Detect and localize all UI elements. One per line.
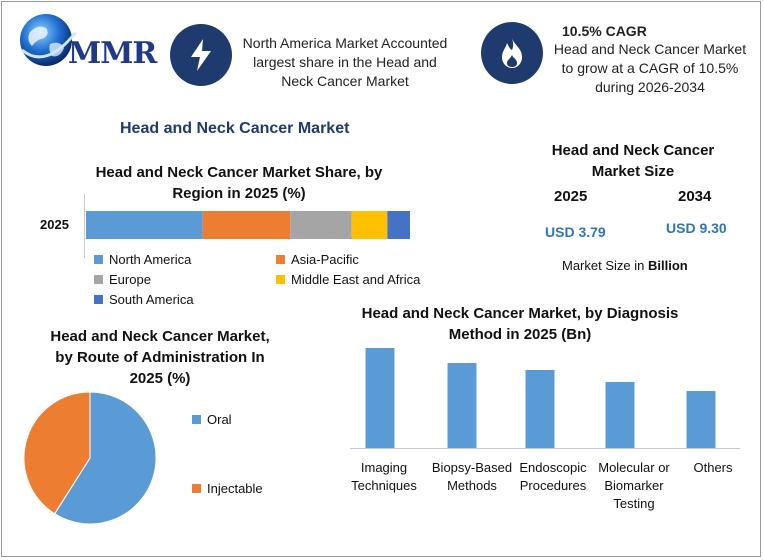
logo-text: MMR [68, 36, 157, 71]
region-category-label: 2025 [40, 217, 69, 232]
legend-label: South America [109, 292, 194, 307]
market-size-note: Market Size in Billion [562, 258, 688, 273]
region-bar-segment-3 [351, 211, 388, 239]
legend-north-america: North America [94, 252, 191, 267]
market-size-value-1: USD 3.79 [545, 224, 606, 240]
legend-injectable: Injectable [192, 481, 263, 496]
x-label-biopsy: Biopsy-Based Methods [431, 460, 513, 493]
legend-middle-east-africa: Middle East and Africa [276, 272, 420, 287]
route-chart-title: Head and Neck Cancer Market, by Route of… [50, 328, 270, 387]
market-size-year-2: 2034 [678, 188, 712, 205]
x-label-others: Others [693, 460, 733, 475]
diagnosis-bar-0 [365, 348, 395, 448]
legend-south-america: South America [94, 292, 194, 307]
legend-swatch [276, 255, 285, 264]
diagnosis-bar-1 [447, 363, 477, 448]
x-label-molecular: Molecular or Biomarker Testing [598, 460, 670, 511]
pie-slice-1 [23, 391, 91, 515]
region-axis-line [84, 194, 85, 258]
lightning-icon [170, 24, 232, 86]
legend-europe: Europe [94, 272, 151, 287]
region-stacked-bar [86, 211, 410, 239]
logo: MMR [16, 10, 157, 78]
market-size-note-unit: Billion [647, 258, 688, 273]
diagnosis-bar-chart [350, 348, 740, 449]
region-chart-title: Head and Neck Cancer Market Share, by Re… [95, 164, 383, 202]
diagnosis-bar-3 [605, 382, 635, 448]
diagnosis-bar-2 [525, 370, 555, 448]
market-size-value-2: USD 9.30 [666, 220, 727, 236]
route-pie-chart [23, 391, 157, 525]
legend-asia-pacific: Asia-Pacific [276, 252, 359, 267]
region-bar-segment-2 [290, 211, 352, 239]
diagnosis-bar-4 [686, 391, 716, 448]
legend-swatch [192, 415, 201, 424]
region-bar-segment-0 [86, 211, 203, 239]
legend-oral: Oral [192, 412, 232, 427]
pie-slice-0 [53, 391, 157, 525]
info-north-america: North America Market Accounted largest s… [242, 35, 448, 89]
legend-swatch [94, 275, 103, 284]
legend-label: Asia-Pacific [291, 252, 359, 267]
globe-icon [20, 14, 78, 66]
legend-label: Middle East and Africa [291, 272, 421, 287]
legend-label: Injectable [207, 481, 263, 496]
diagnosis-chart-title: Head and Neck Cancer Market, by Diagnosi… [361, 305, 679, 343]
market-size-year-1: 2025 [554, 188, 588, 205]
market-size-title: Head and Neck Cancer Market Size [551, 142, 715, 180]
legend-swatch [276, 275, 285, 284]
x-label-imaging: Imaging Techniques [351, 460, 417, 493]
legend-swatch [94, 255, 103, 264]
cagr-text: Head and Neck Cancer Market to grow at a… [553, 41, 747, 95]
flame-icon [481, 22, 543, 84]
region-bar-segment-4 [387, 211, 410, 239]
legend-label: North America [109, 252, 192, 267]
cagr-headline: 10.5% CAGR [562, 23, 647, 39]
region-bar-segment-1 [202, 211, 291, 239]
main-title: Head and Neck Cancer Market [120, 120, 350, 137]
legend-label: Oral [207, 412, 232, 427]
x-label-endoscopic: Endoscopic Procedures [519, 460, 587, 493]
legend-swatch [192, 484, 201, 493]
legend-label: Europe [109, 272, 151, 287]
market-size-note-prefix: Market Size in [562, 258, 648, 273]
legend-swatch [94, 295, 103, 304]
